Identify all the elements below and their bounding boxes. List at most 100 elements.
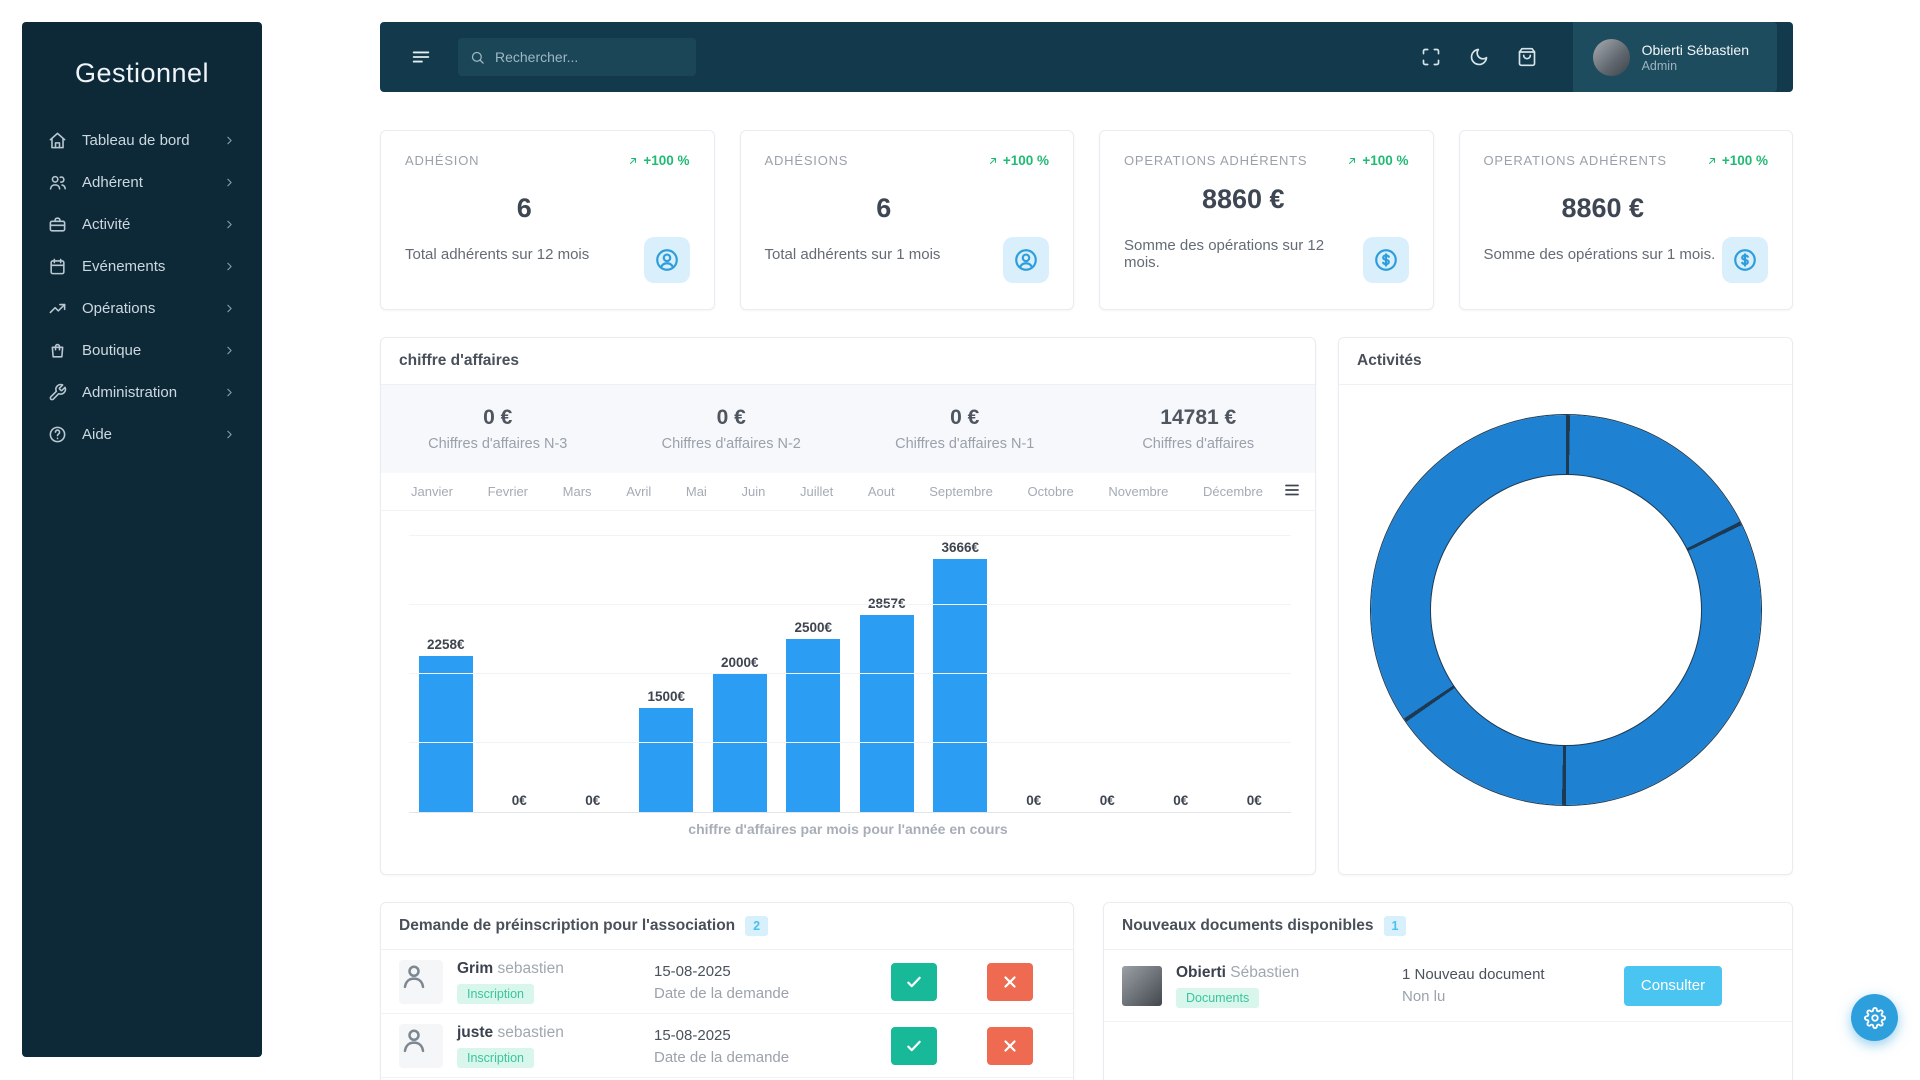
month-tab-septembre[interactable]: Septembre: [929, 484, 993, 499]
month-tab-octobre[interactable]: Octobre: [1027, 484, 1074, 499]
wrench-icon: [48, 383, 67, 402]
approve-button[interactable]: [891, 963, 937, 1001]
bar: [786, 639, 841, 812]
gridline: [409, 535, 1291, 536]
gridline: [409, 742, 1291, 743]
search-icon: [470, 50, 485, 65]
revenue-summary-item: 0 € Chiffres d'affaires N-3: [381, 406, 615, 452]
dollar-circle-icon: [1722, 237, 1768, 283]
stat-card-trend: +100 %: [987, 153, 1049, 168]
preinscription-panel-title: Demande de préinscription pour l'associa…: [399, 917, 736, 934]
topbar: Obierti Sébastien Admin: [380, 22, 1793, 92]
trend-up-icon: [1346, 155, 1358, 167]
user-circle-icon: [1003, 237, 1049, 283]
trend-up-icon: [627, 155, 639, 167]
check-icon: [905, 1037, 923, 1055]
request-date-label: Date de la demande: [654, 1048, 790, 1066]
documents-panel-header: Nouveaux documents disponibles 1: [1104, 903, 1792, 950]
approve-button[interactable]: [891, 1027, 937, 1065]
sidebar-item-tableau-de-bord[interactable]: Tableau de bord: [22, 119, 262, 161]
revenue-summary-item: 0 € Chiffres d'affaires N-2: [615, 406, 849, 452]
stat-card-subtitle: Somme des opérations sur 12 mois.: [1124, 237, 1325, 271]
menu-toggle-icon[interactable]: [410, 46, 432, 68]
month-tab-novembre[interactable]: Novembre: [1108, 484, 1169, 499]
gridline: [409, 673, 1291, 674]
request-date: 15-08-2025: [654, 1026, 731, 1044]
chevron-right-icon: [223, 218, 236, 231]
sidebar-item-adherent[interactable]: Adhérent: [22, 161, 262, 203]
bar-value-label: 0€: [585, 793, 601, 808]
sidebar-item-aide[interactable]: Aide: [22, 413, 262, 455]
stat-card-subtitle: Total adhérents sur 12 mois: [405, 245, 590, 263]
revenue-panel: chiffre d'affaires 0 € Chiffres d'affair…: [380, 337, 1316, 875]
help-circle-icon: [48, 425, 67, 444]
sidebar-item-activite[interactable]: Activité: [22, 203, 262, 245]
stat-card-title: ADHÉSIONS: [764, 153, 849, 168]
stat-card: OPERATIONS ADHÉRENTS +100 % 8860 € Somme…: [1458, 130, 1793, 310]
revenue-summary: 0 € Chiffres d'affaires N-3 0 € Chiffres…: [381, 385, 1315, 473]
bar-value-label: 3666€: [941, 540, 980, 555]
documents-panel: Nouveaux documents disponibles 1 Obierti…: [1103, 902, 1793, 1080]
sidebar-item-administration[interactable]: Administration: [22, 371, 262, 413]
preinscription-list: Grim sebastien Inscription 15-08-2025 Da…: [381, 950, 1073, 1078]
month-tab-decembre[interactable]: Décembre: [1202, 484, 1263, 499]
search-input[interactable]: [495, 49, 684, 65]
shop-bag-icon[interactable]: [1517, 47, 1537, 67]
month-tab-juin[interactable]: Juin: [741, 484, 766, 499]
stat-card-value: 6: [876, 192, 892, 223]
summary-label: Chiffres d'affaires: [1142, 436, 1255, 452]
sidebar-item-boutique[interactable]: Boutique: [22, 329, 262, 371]
month-tab-mai[interactable]: Mai: [685, 484, 707, 499]
month-tab-janvier[interactable]: Janvier: [411, 484, 453, 499]
dark-mode-moon-icon[interactable]: [1469, 47, 1489, 67]
fullscreen-icon[interactable]: [1421, 47, 1441, 67]
bar-slot: 0€: [1144, 523, 1218, 812]
bar-slot: 0€: [556, 523, 630, 812]
reject-button[interactable]: [987, 1027, 1033, 1065]
briefcase-icon: [48, 215, 67, 234]
preinscription-panel-header: Demande de préinscription pour l'associa…: [381, 903, 1073, 950]
stat-card: OPERATIONS ADHÉRENTS +100 % 8860 € Somme…: [1099, 130, 1434, 310]
chevron-right-icon: [223, 176, 236, 189]
bar-value-label: 0€: [1099, 793, 1115, 808]
member-name: Grim sebastien: [457, 960, 564, 977]
trending-up-icon: [48, 299, 67, 318]
month-tab-aout[interactable]: Aout: [867, 484, 895, 499]
summary-value: 0 €: [716, 406, 746, 429]
users-icon: [48, 173, 67, 192]
bar-chart: 2258€ 0€ 0€ 1500€ 2000€ 2500€ 2857€ 3666…: [409, 523, 1291, 813]
stat-card-title: ADHÉSION: [405, 153, 480, 168]
bar: [418, 656, 473, 812]
bottom-row: Demande de préinscription pour l'associa…: [380, 902, 1793, 1080]
month-tab-mars[interactable]: Mars: [562, 484, 592, 499]
user-circle-icon: [643, 237, 690, 283]
chevron-right-icon: [223, 134, 236, 147]
search-box[interactable]: [458, 38, 696, 76]
bar-slot: 1500€: [630, 523, 704, 812]
preinscription-row: juste sebastien Inscription 15-08-2025 D…: [381, 1014, 1073, 1078]
bar-slot: 3666€: [924, 523, 998, 812]
bar-slot: 0€: [483, 523, 557, 812]
month-tab-juillet[interactable]: Juillet: [799, 484, 834, 499]
sidebar-item-evenements[interactable]: Evénements: [22, 245, 262, 287]
chevron-right-icon: [223, 260, 236, 273]
close-icon: [1001, 973, 1019, 991]
preinscription-row: Grim sebastien Inscription 15-08-2025 Da…: [381, 950, 1073, 1014]
activities-panel-title: Activités: [1357, 352, 1422, 369]
consult-button[interactable]: Consulter: [1624, 965, 1722, 1006]
month-tab-fevrier[interactable]: Fevrier: [487, 484, 529, 499]
request-date-label: Date de la demande: [654, 984, 790, 1002]
sidebar-item-operations[interactable]: Opérations: [22, 287, 262, 329]
bar-slot: 0€: [1218, 523, 1292, 812]
document-status: Non lu: [1402, 988, 1446, 1005]
chart-menu-icon[interactable]: [1283, 481, 1301, 499]
reject-button[interactable]: [987, 963, 1033, 1001]
user-profile-menu[interactable]: Obierti Sébastien Admin: [1572, 22, 1777, 92]
bar-value-label: 1500€: [647, 689, 686, 704]
stat-card-value: 8860 €: [1201, 184, 1285, 214]
bar: [712, 674, 767, 812]
month-tab-avril[interactable]: Avril: [626, 484, 652, 499]
settings-fab[interactable]: [1851, 994, 1898, 1041]
sidebar-nav: Tableau de bord Adhérent Activité Evénem…: [22, 119, 262, 455]
summary-value: 0 €: [950, 406, 980, 429]
